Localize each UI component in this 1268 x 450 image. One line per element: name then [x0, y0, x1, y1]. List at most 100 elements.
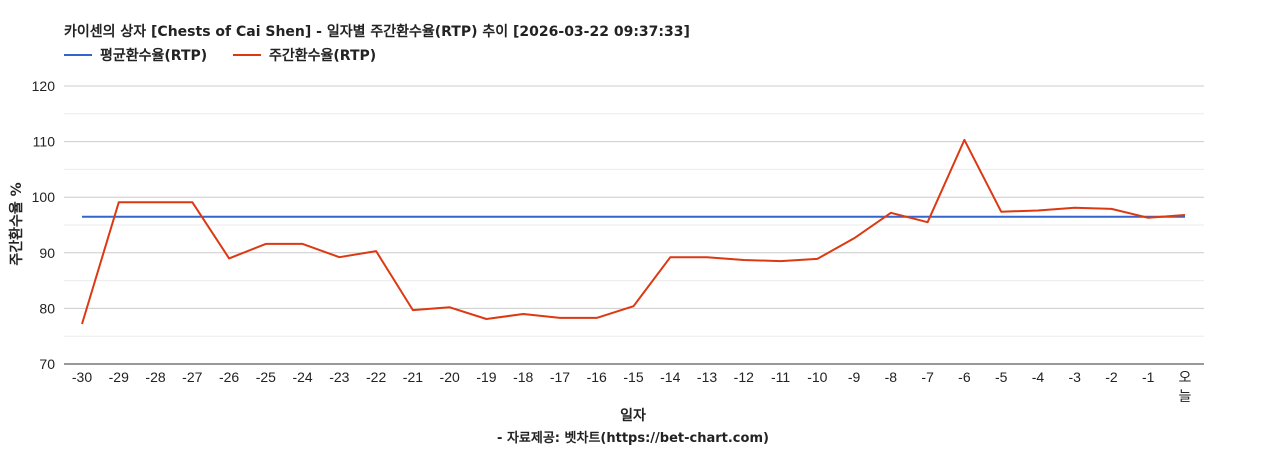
- data-point-avg-rtp[interactable]: [225, 213, 233, 221]
- data-point-weekly-rtp[interactable]: [1034, 207, 1042, 215]
- data-point-weekly-rtp[interactable]: [1071, 204, 1079, 212]
- data-point-weekly-rtp[interactable]: [887, 209, 895, 217]
- data-point-avg-rtp[interactable]: [335, 213, 343, 221]
- data-point-avg-rtp[interactable]: [78, 213, 86, 221]
- data-point-weekly-rtp[interactable]: [78, 320, 86, 328]
- data-point-weekly-rtp[interactable]: [556, 314, 564, 322]
- data-point-weekly-rtp[interactable]: [666, 253, 674, 261]
- data-point-weekly-rtp[interactable]: [740, 256, 748, 264]
- x-tick-label: -6: [958, 369, 971, 385]
- x-tick-label: -2: [1105, 369, 1118, 385]
- data-point-avg-rtp[interactable]: [299, 213, 307, 221]
- data-point-avg-rtp[interactable]: [1108, 213, 1116, 221]
- data-point-avg-rtp[interactable]: [666, 213, 674, 221]
- data-point-avg-rtp[interactable]: [630, 213, 638, 221]
- y-axis-title: 주간환수율 %: [8, 182, 25, 265]
- data-point-weekly-rtp[interactable]: [225, 254, 233, 262]
- x-tick-label: -10: [807, 369, 827, 385]
- data-point-avg-rtp[interactable]: [519, 213, 527, 221]
- data-point-avg-rtp[interactable]: [850, 213, 858, 221]
- legend-label-avg-rtp: 평균환수율(RTP): [100, 47, 207, 64]
- x-tick-label: -11: [771, 369, 790, 385]
- x-tick-label: -15: [623, 369, 643, 385]
- x-tick-label: -7: [921, 369, 934, 385]
- y-axis-ticks: 70 80 90 100 110 120: [32, 78, 56, 372]
- data-point-avg-rtp[interactable]: [703, 213, 711, 221]
- x-tick-label: -24: [292, 369, 312, 385]
- data-point-weekly-rtp[interactable]: [630, 302, 638, 310]
- data-point-avg-rtp[interactable]: [482, 213, 490, 221]
- data-point-weekly-rtp[interactable]: [593, 314, 601, 322]
- data-point-weekly-rtp[interactable]: [777, 257, 785, 265]
- data-point-avg-rtp[interactable]: [152, 213, 160, 221]
- data-point-weekly-rtp[interactable]: [850, 234, 858, 242]
- data-point-weekly-rtp[interactable]: [519, 310, 527, 318]
- data-point-avg-rtp[interactable]: [1071, 213, 1079, 221]
- data-point-weekly-rtp[interactable]: [262, 240, 270, 248]
- y-tick-label: 120: [32, 78, 56, 94]
- x-tick-label: -8: [885, 369, 898, 385]
- x-tick-label: -27: [182, 369, 202, 385]
- y-tick-label: 90: [39, 245, 55, 261]
- data-point-weekly-rtp[interactable]: [482, 315, 490, 323]
- x-tick-label: -13: [697, 369, 717, 385]
- legend-item-weekly-rtp[interactable]: 주간환수율(RTP): [233, 47, 376, 64]
- data-point-weekly-rtp[interactable]: [335, 253, 343, 261]
- y-tick-label: 110: [33, 134, 56, 150]
- data-point-weekly-rtp[interactable]: [152, 198, 160, 206]
- data-point-weekly-rtp[interactable]: [703, 253, 711, 261]
- data-point-weekly-rtp[interactable]: [372, 247, 380, 255]
- data-point-weekly-rtp[interactable]: [997, 208, 1005, 216]
- data-point-avg-rtp[interactable]: [593, 213, 601, 221]
- data-point-avg-rtp[interactable]: [446, 213, 454, 221]
- data-point-weekly-rtp[interactable]: [188, 198, 196, 206]
- x-tick-label: -28: [145, 369, 165, 385]
- series-layer: [78, 136, 1189, 328]
- data-point-avg-rtp[interactable]: [372, 213, 380, 221]
- data-point-weekly-rtp[interactable]: [960, 136, 968, 144]
- x-tick-label: -21: [403, 369, 423, 385]
- data-point-weekly-rtp[interactable]: [446, 303, 454, 311]
- x-tick-label: -30: [72, 369, 92, 385]
- x-tick-label: -16: [587, 369, 607, 385]
- data-point-weekly-rtp[interactable]: [409, 306, 417, 314]
- source-credit: - 자료제공: 벳차트(https://bet-chart.com): [497, 430, 769, 446]
- legend-item-avg-rtp[interactable]: 평균환수율(RTP): [64, 47, 207, 64]
- data-point-weekly-rtp[interactable]: [1108, 205, 1116, 213]
- x-tick-label: -17: [550, 369, 570, 385]
- legend: 평균환수율(RTP) 주간환수율(RTP): [64, 47, 376, 64]
- x-tick-label: -22: [366, 369, 386, 385]
- x-tick-label: -1: [1142, 369, 1155, 385]
- x-tick-label: -12: [734, 369, 754, 385]
- data-point-weekly-rtp[interactable]: [813, 255, 821, 263]
- x-tick-label: -14: [660, 369, 680, 385]
- x-tick-label: -4: [1032, 369, 1045, 385]
- data-point-weekly-rtp[interactable]: [1144, 214, 1152, 222]
- data-point-avg-rtp[interactable]: [262, 213, 270, 221]
- x-tick-label: -20: [440, 369, 460, 385]
- y-tick-label: 80: [39, 300, 55, 316]
- data-point-avg-rtp[interactable]: [409, 213, 417, 221]
- data-point-avg-rtp[interactable]: [813, 213, 821, 221]
- data-point-avg-rtp[interactable]: [960, 213, 968, 221]
- x-tick-label: -5: [995, 369, 1008, 385]
- x-tick-label: -26: [219, 369, 239, 385]
- data-point-weekly-rtp[interactable]: [115, 198, 123, 206]
- x-axis-ticks: -30 -29 -28 -27 -26 -25 -24 -23 -22 -21 -20 -19 -18 -…: [72, 369, 1192, 404]
- x-tick-label: -9: [848, 369, 861, 385]
- x-axis-title: 일자: [620, 408, 646, 424]
- legend-label-weekly-rtp: 주간환수율(RTP): [269, 47, 376, 64]
- data-point-weekly-rtp[interactable]: [1181, 211, 1189, 219]
- chart-title: 카이센의 상자 [Chests of Cai Shen] - 일자별 주간환수율…: [64, 23, 690, 40]
- data-point-avg-rtp[interactable]: [188, 213, 196, 221]
- series-line-weekly-rtp[interactable]: [81, 138, 1186, 325]
- x-tick-label: -25: [256, 369, 276, 385]
- data-point-weekly-rtp[interactable]: [924, 218, 932, 226]
- y-tick-label: 100: [32, 189, 56, 205]
- data-point-weekly-rtp[interactable]: [299, 240, 307, 248]
- data-point-avg-rtp[interactable]: [777, 213, 785, 221]
- data-point-avg-rtp[interactable]: [556, 213, 564, 221]
- data-point-avg-rtp[interactable]: [740, 213, 748, 221]
